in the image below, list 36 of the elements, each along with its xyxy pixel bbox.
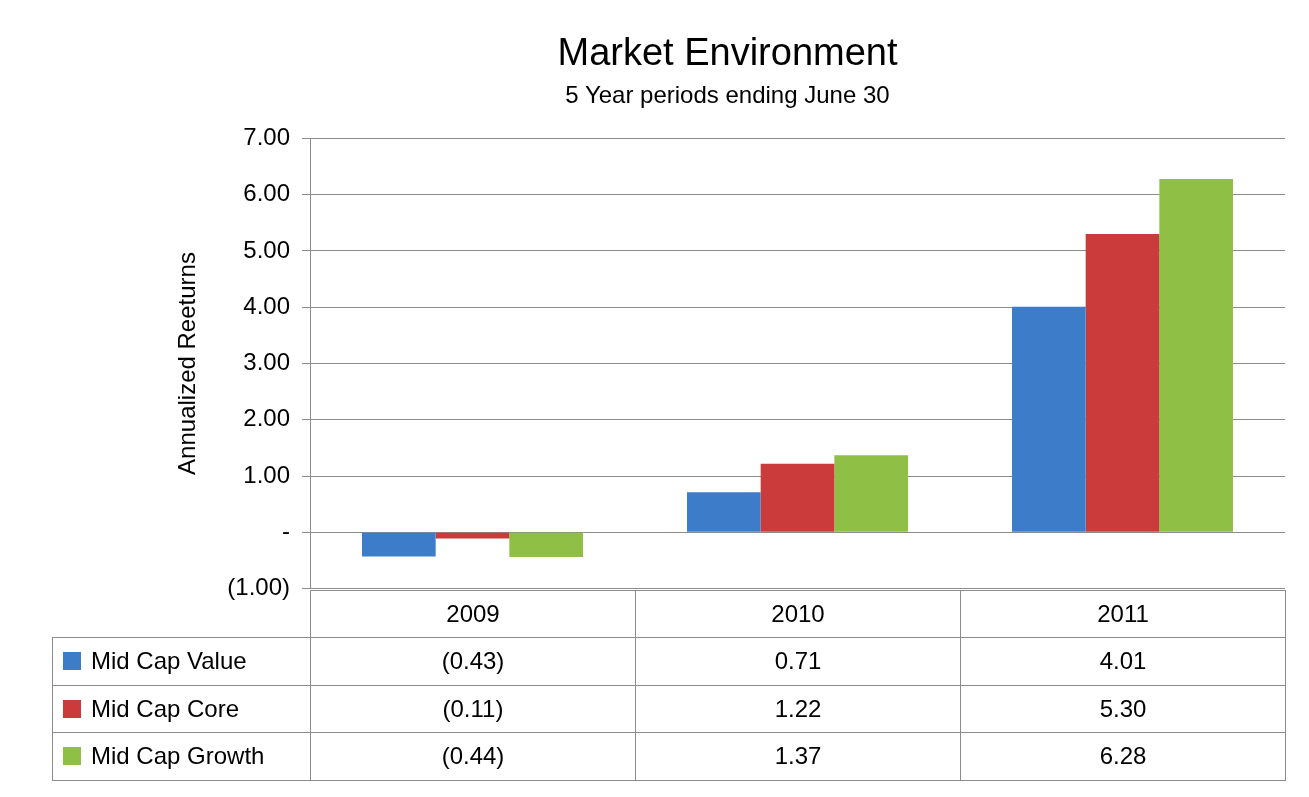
y-tick-label: 5.00 [243, 235, 290, 263]
y-tick-label: 7.00 [243, 123, 290, 151]
y-tick-label: 6.00 [243, 179, 290, 207]
y-tick-label: 3.00 [243, 348, 290, 376]
data-label: (0.43) [310, 637, 636, 686]
bar [760, 463, 835, 532]
legend-label: Mid Cap Core [52, 684, 311, 734]
bar [435, 532, 510, 539]
x-tick-label: 2009 [310, 589, 636, 639]
data-label: 1.22 [635, 684, 961, 734]
y-tick-label: (1.00) [227, 573, 290, 601]
data-label: 6.28 [960, 732, 1286, 781]
chart-subtitle: 5 Year periods ending June 30 [565, 80, 890, 108]
bar [687, 492, 761, 532]
data-label: 4.01 [960, 637, 1286, 686]
x-tick-label: 2011 [960, 589, 1286, 639]
bar [509, 532, 583, 558]
bar [1012, 306, 1086, 532]
y-tick-label: 1.00 [243, 460, 290, 488]
data-label: (0.44) [310, 732, 636, 781]
bar [362, 532, 436, 557]
y-tick-label: - [282, 516, 290, 544]
y-axis-title: Annualized Reeturns [173, 252, 201, 475]
x-tick-label: 2010 [635, 589, 961, 639]
data-label: 5.30 [960, 684, 1286, 734]
legend-label: Mid Cap Growth [52, 732, 311, 781]
chart-title: Market Environment [557, 31, 898, 74]
data-label: 0.71 [635, 637, 961, 686]
bar [834, 455, 908, 532]
data-label: (0.11) [310, 684, 636, 734]
bar [1159, 178, 1233, 532]
data-label: 1.37 [635, 732, 961, 781]
bar [1085, 234, 1160, 532]
y-tick-label: 4.00 [243, 291, 290, 319]
legend-label: Mid Cap Value [52, 637, 311, 686]
y-tick-label: 2.00 [243, 404, 290, 432]
